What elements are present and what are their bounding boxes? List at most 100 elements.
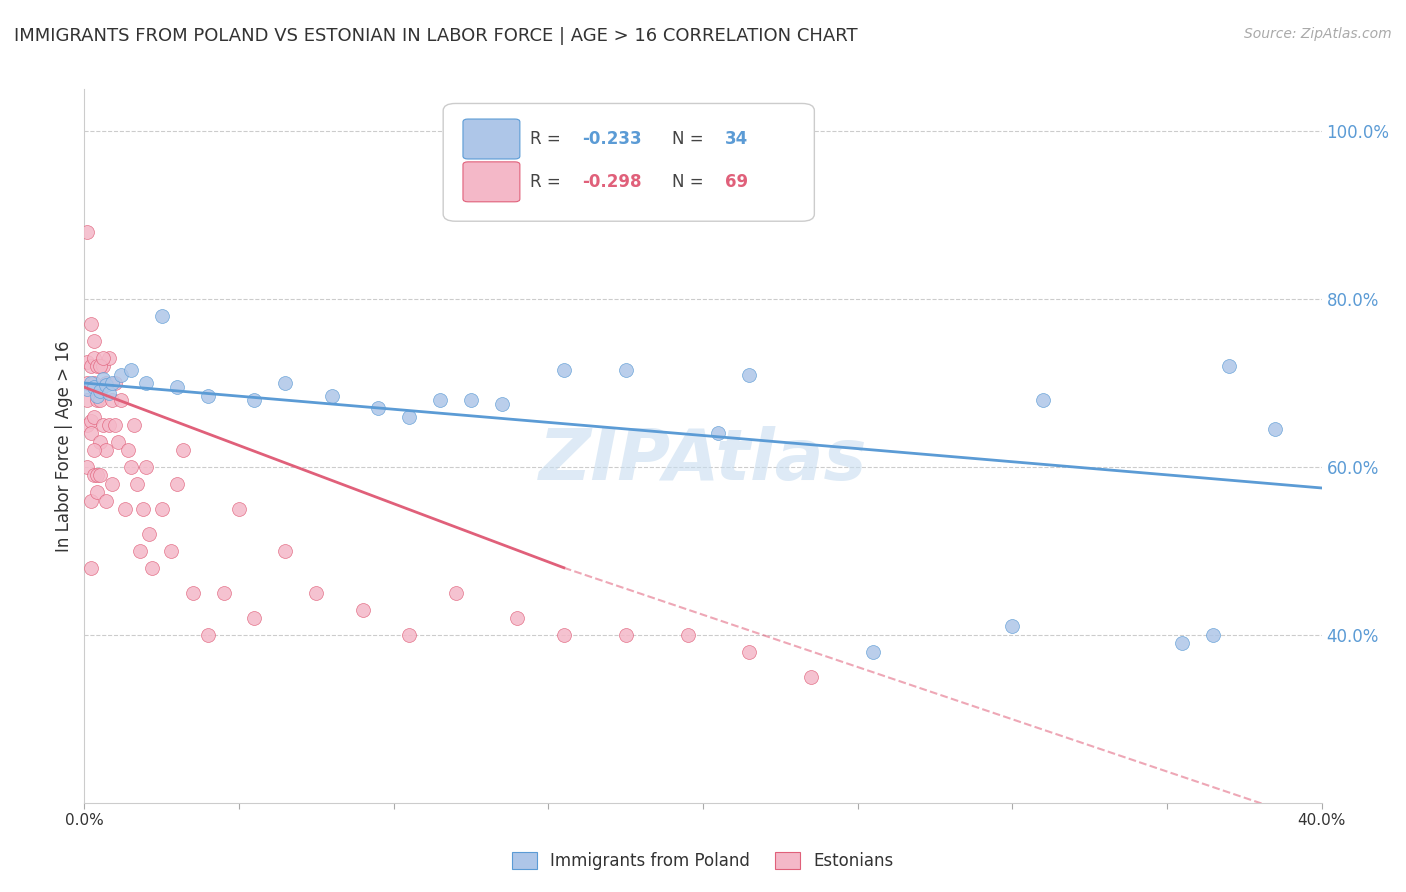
Point <box>166 476 188 491</box>
Point <box>98 351 121 365</box>
Text: N =: N = <box>672 130 709 148</box>
Text: R =: R = <box>530 130 565 148</box>
Point <box>444 586 467 600</box>
Point <box>101 376 124 390</box>
Point <box>89 359 111 374</box>
Text: -0.298: -0.298 <box>582 173 641 191</box>
Point <box>91 351 114 365</box>
Point <box>79 493 101 508</box>
Point <box>89 468 111 483</box>
Point <box>1001 619 1024 633</box>
Point <box>110 368 132 382</box>
Point <box>117 443 139 458</box>
Text: ZIPAtlas: ZIPAtlas <box>538 425 868 495</box>
Point <box>79 376 101 390</box>
Point <box>707 426 730 441</box>
Point <box>79 318 101 332</box>
Point <box>104 417 127 432</box>
Point <box>800 670 823 684</box>
Point <box>506 611 529 625</box>
Point <box>79 414 101 428</box>
Point <box>129 544 152 558</box>
Legend: Immigrants from Poland, Estonians: Immigrants from Poland, Estonians <box>505 845 901 877</box>
Y-axis label: In Labor Force | Age > 16: In Labor Force | Age > 16 <box>55 340 73 552</box>
Point <box>114 502 136 516</box>
Point <box>94 443 117 458</box>
Point <box>83 334 105 348</box>
Point <box>107 434 129 449</box>
Point <box>79 560 101 574</box>
Point <box>125 476 148 491</box>
Point <box>135 460 157 475</box>
Point <box>76 376 98 390</box>
Point <box>138 527 160 541</box>
Text: R =: R = <box>530 173 565 191</box>
Point <box>76 225 98 239</box>
Point <box>274 544 297 558</box>
Point <box>1032 392 1054 407</box>
Point <box>94 376 117 390</box>
Point <box>172 443 194 458</box>
Text: Source: ZipAtlas.com: Source: ZipAtlas.com <box>1244 27 1392 41</box>
Point <box>141 560 163 574</box>
Point <box>110 392 132 407</box>
Point <box>86 359 108 374</box>
Point <box>135 376 157 390</box>
Point <box>150 309 173 323</box>
Point <box>86 389 108 403</box>
Point <box>181 586 204 600</box>
Point <box>83 409 105 424</box>
Point <box>429 392 451 407</box>
Point <box>120 363 142 377</box>
Point <box>83 380 105 394</box>
Point <box>228 502 250 516</box>
Point <box>1171 636 1194 650</box>
Point <box>120 460 142 475</box>
Point <box>150 502 173 516</box>
FancyBboxPatch shape <box>443 103 814 221</box>
Point <box>166 380 188 394</box>
Point <box>98 386 121 401</box>
Point <box>1202 628 1225 642</box>
Point <box>101 392 124 407</box>
Point <box>243 611 266 625</box>
Point <box>398 409 420 424</box>
Point <box>83 376 105 390</box>
Point <box>321 389 343 403</box>
Text: N =: N = <box>672 173 709 191</box>
Point <box>352 603 374 617</box>
Point <box>460 392 482 407</box>
Point <box>76 460 98 475</box>
Point <box>89 384 111 399</box>
Point <box>862 645 884 659</box>
Point <box>160 544 183 558</box>
Point <box>197 628 219 642</box>
Text: 34: 34 <box>725 130 748 148</box>
Point <box>614 363 637 377</box>
Point <box>91 359 114 374</box>
Point <box>132 502 155 516</box>
Point <box>76 382 98 396</box>
Point <box>83 443 105 458</box>
Text: 69: 69 <box>725 173 748 191</box>
Point <box>76 417 98 432</box>
Point <box>91 372 114 386</box>
Point <box>76 355 98 369</box>
Text: IMMIGRANTS FROM POLAND VS ESTONIAN IN LABOR FORCE | AGE > 16 CORRELATION CHART: IMMIGRANTS FROM POLAND VS ESTONIAN IN LA… <box>14 27 858 45</box>
Point <box>98 417 121 432</box>
Point <box>197 389 219 403</box>
Point <box>101 476 124 491</box>
Point <box>83 468 105 483</box>
Point <box>79 426 101 441</box>
Point <box>367 401 389 416</box>
Point <box>614 628 637 642</box>
Point <box>86 468 108 483</box>
Point <box>491 397 513 411</box>
Text: -0.233: -0.233 <box>582 130 641 148</box>
Point <box>676 628 699 642</box>
FancyBboxPatch shape <box>463 119 520 159</box>
Point <box>553 628 575 642</box>
Point <box>305 586 328 600</box>
Point <box>89 434 111 449</box>
Point <box>76 392 98 407</box>
